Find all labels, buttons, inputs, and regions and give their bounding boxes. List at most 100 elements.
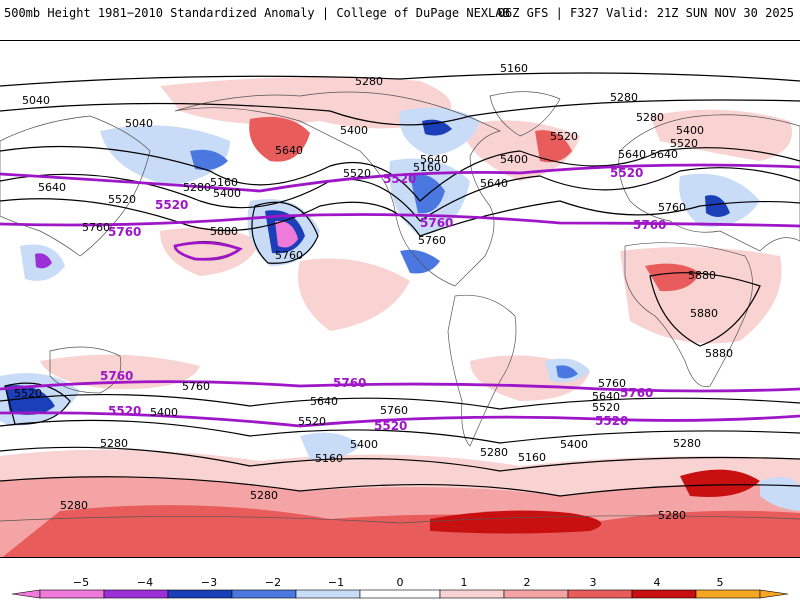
contour-label: 5280 bbox=[250, 489, 278, 502]
anom-pos3-pacific-ridge bbox=[249, 116, 310, 162]
reference-contour-label: 5520 bbox=[155, 198, 188, 212]
reference-contour-label: 5760 bbox=[100, 369, 133, 383]
colorbar-label: 5 bbox=[716, 576, 724, 589]
colorbar-bin-pos5 bbox=[695, 589, 761, 599]
colorbar-bin-neg2 bbox=[231, 589, 297, 599]
contour-label: 5520 bbox=[670, 137, 698, 150]
anom-pos3-sahel bbox=[645, 263, 700, 292]
australia-coast bbox=[49, 346, 122, 394]
colorbar-label: 1 bbox=[460, 576, 468, 589]
reference-contour-label: 5760 bbox=[620, 386, 653, 400]
contour-label: 5160 bbox=[500, 62, 528, 75]
contour-label: 5160 bbox=[315, 452, 343, 465]
contour-label: 5520 bbox=[592, 401, 620, 414]
contour-label: 5040 bbox=[125, 117, 153, 130]
anom-neg3-scandinavia bbox=[705, 195, 730, 217]
contour-label: 5880 bbox=[688, 269, 716, 282]
contour-label: 5400 bbox=[500, 153, 528, 166]
anomaly-map: 5160 5280 5040 5040 5280 5400 5640 5160 … bbox=[0, 40, 800, 558]
reference-contour-label: 5520 bbox=[374, 419, 407, 433]
chart-header: 500mb Height 1981−2010 Standardized Anom… bbox=[0, 0, 800, 40]
colorbar-bin-zero bbox=[359, 589, 441, 599]
contour-label: 5400 bbox=[213, 187, 241, 200]
reference-label-layer: 5520 5520 5520 5760 5760 5760 5760 5760 … bbox=[100, 166, 666, 433]
eurasia-coast bbox=[0, 114, 800, 257]
contour-label: 5280 bbox=[100, 437, 128, 450]
colorbar-label: 2 bbox=[523, 576, 531, 589]
colorbar-label: 0 bbox=[396, 576, 404, 589]
contour-label: 5400 bbox=[340, 124, 368, 137]
anom-pos1-europe bbox=[650, 109, 792, 161]
anom-pos3-north-atlantic bbox=[535, 130, 572, 163]
contour-label: 5880 bbox=[690, 307, 718, 320]
contour-label: 5280 bbox=[636, 111, 664, 124]
contour-label: 5760 bbox=[275, 249, 303, 262]
anom-neg5-hawaii-core bbox=[275, 220, 298, 248]
reference-contour-label: 5760 bbox=[633, 218, 666, 232]
contour-label: 5520 bbox=[298, 415, 326, 428]
contour-label: 5640 bbox=[275, 144, 303, 157]
contour-label: 5160 bbox=[518, 451, 546, 464]
model-run-info: 06Z GFS | F327 Valid: 21Z SUN NOV 30 202… bbox=[497, 6, 794, 20]
greenland-coast bbox=[489, 91, 561, 137]
colorbar-label: 3 bbox=[589, 576, 597, 589]
contour-label: 5280 bbox=[480, 446, 508, 459]
anom-pos3-south-band bbox=[2, 505, 800, 557]
contour-label: 5280 bbox=[658, 509, 686, 522]
contour-5280-south bbox=[0, 446, 800, 472]
contour-label: 5760 bbox=[182, 380, 210, 393]
contour-label-layer: 5160 5280 5040 5040 5280 5400 5640 5160 … bbox=[14, 62, 733, 522]
north-america-coast bbox=[174, 91, 502, 287]
reference-contour-label: 5520 bbox=[108, 404, 141, 418]
anom-pos1-north-america bbox=[160, 77, 452, 129]
anom-pos4-south-core-2 bbox=[680, 469, 760, 497]
colorbar-label: −1 bbox=[327, 576, 345, 589]
colorbar-right-tip bbox=[759, 589, 789, 599]
colorbar-label: −5 bbox=[72, 576, 90, 589]
purple-5760-north bbox=[0, 213, 800, 228]
contour-5520-north bbox=[0, 167, 800, 222]
contour-label: 5880 bbox=[210, 225, 238, 238]
colorbar-legend: −5 −4 −3 −2 −1 0 1 2 3 4 5 bbox=[0, 560, 800, 600]
chart-title: 500mb Height 1981−2010 Standardized Anom… bbox=[4, 6, 510, 20]
anom-neg2-south-atlantic bbox=[556, 365, 578, 379]
contour-label: 5640 bbox=[618, 148, 646, 161]
contour-label: 5760 bbox=[380, 404, 408, 417]
colorbar-bin-pos1 bbox=[439, 589, 505, 599]
purple-5520-north bbox=[0, 163, 800, 193]
colorbar-bin-neg4 bbox=[103, 589, 169, 599]
colorbar-label: −2 bbox=[264, 576, 282, 589]
colorbar-bin-pos3 bbox=[567, 589, 633, 599]
anom-pos1-central-pacific bbox=[160, 227, 260, 276]
contour-label: 5400 bbox=[676, 124, 704, 137]
africa-coast bbox=[624, 242, 753, 388]
contour-label: 5640 bbox=[38, 181, 66, 194]
contour-label: 5280 bbox=[610, 91, 638, 104]
colorbar-label: −3 bbox=[200, 576, 218, 589]
contour-label: 5640 bbox=[310, 395, 338, 408]
reference-contour-label: 5760 bbox=[420, 216, 453, 230]
colorbar-bin-neg1 bbox=[295, 589, 361, 599]
contour-label: 5400 bbox=[150, 406, 178, 419]
reference-contour-label: 5520 bbox=[595, 414, 628, 428]
contour-label: 5760 bbox=[82, 221, 110, 234]
antarctica-coast bbox=[0, 515, 800, 524]
contour-label: 5400 bbox=[350, 438, 378, 451]
contour-5400-north bbox=[0, 145, 800, 202]
contour-label: 5760 bbox=[658, 201, 686, 214]
colorbar-label: 4 bbox=[653, 576, 661, 589]
contour-label: 5280 bbox=[673, 437, 701, 450]
contour-hawaii-low bbox=[251, 201, 319, 264]
contour-5640-south bbox=[0, 393, 800, 410]
contour-5280-north bbox=[0, 99, 800, 126]
contour-label: 5520 bbox=[14, 387, 42, 400]
map-canvas: 5160 5280 5040 5040 5280 5400 5640 5160 … bbox=[0, 62, 800, 557]
anom-neg1-south-pacific bbox=[300, 432, 360, 460]
contour-label: 5640 bbox=[420, 153, 448, 166]
contour-label: 5520 bbox=[343, 167, 371, 180]
contour-label: 5760 bbox=[418, 234, 446, 247]
contour-label: 5640 bbox=[480, 177, 508, 190]
colorbar-label: −4 bbox=[136, 576, 154, 589]
anom-neg3-southern-ocean-west bbox=[5, 385, 55, 415]
contour-label: 5160 bbox=[210, 176, 238, 189]
